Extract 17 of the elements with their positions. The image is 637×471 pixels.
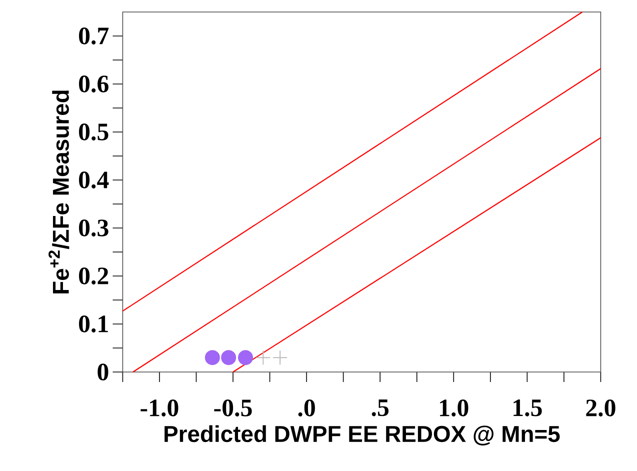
x-tick-label: 2.0: [586, 400, 616, 416]
x-tick-label: -0.5: [214, 400, 252, 416]
y-tick-label: 0.1: [79, 316, 108, 332]
y-tick-label: 0.3: [79, 220, 108, 236]
x-tick-label: 1.0: [440, 400, 468, 416]
x-axis-title: Predicted DWPF EE REDOX @ Mn=5: [164, 425, 560, 446]
y-tick-label: 0.4: [79, 172, 109, 188]
x-tick-label: 1.5: [514, 400, 542, 416]
y-axis-title: Fe$^{+2}$/ΣFe Measured: [48, 90, 70, 294]
y-tick-label: 0.2: [79, 268, 108, 284]
y-tick-label: 0.6: [79, 76, 108, 92]
y-tick-label: 0.5: [79, 124, 108, 140]
y-tick-label: 0.7: [79, 28, 109, 44]
x-tick-label: .5: [372, 400, 389, 416]
x-tick-label: -1.0: [140, 400, 178, 416]
y-tick-label: 0: [98, 364, 108, 380]
x-tick-label: .0: [298, 400, 315, 416]
